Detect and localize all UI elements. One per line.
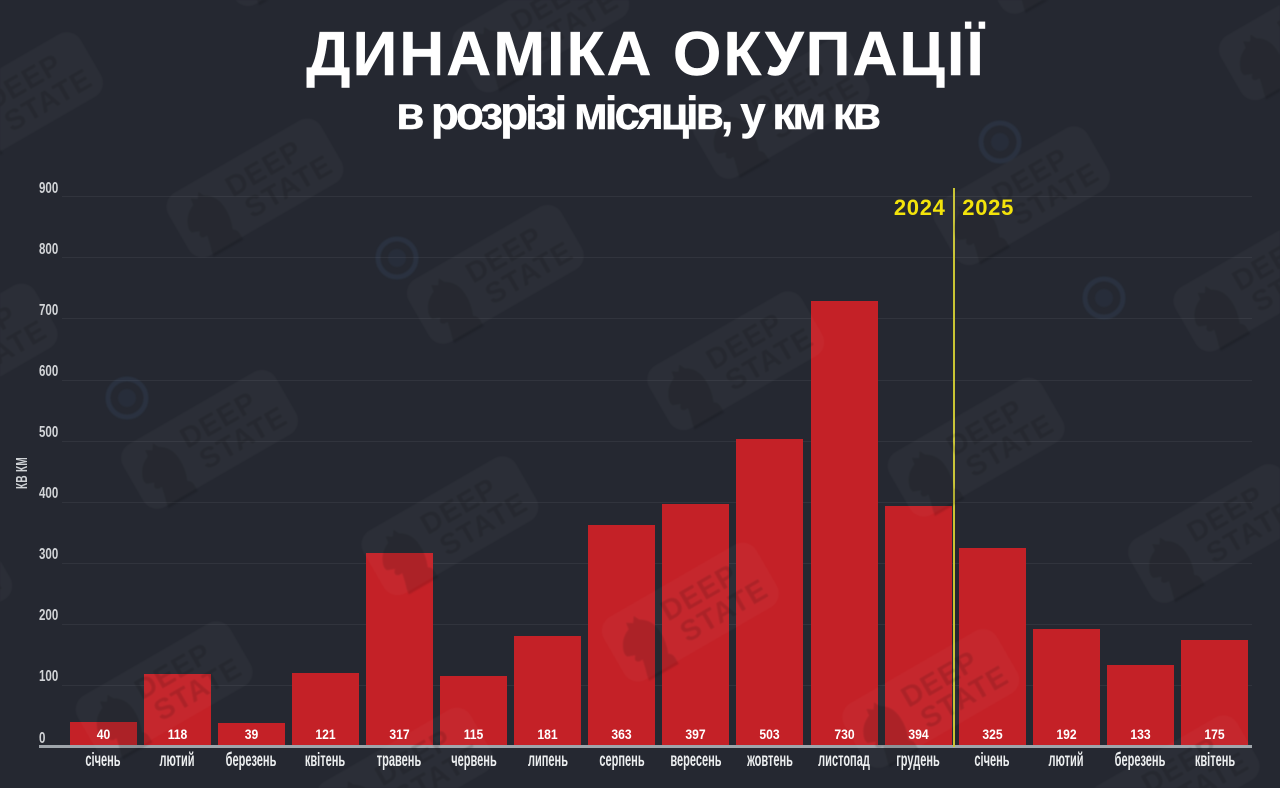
svg-text:КВ КМ: КВ КМ: [14, 457, 31, 489]
